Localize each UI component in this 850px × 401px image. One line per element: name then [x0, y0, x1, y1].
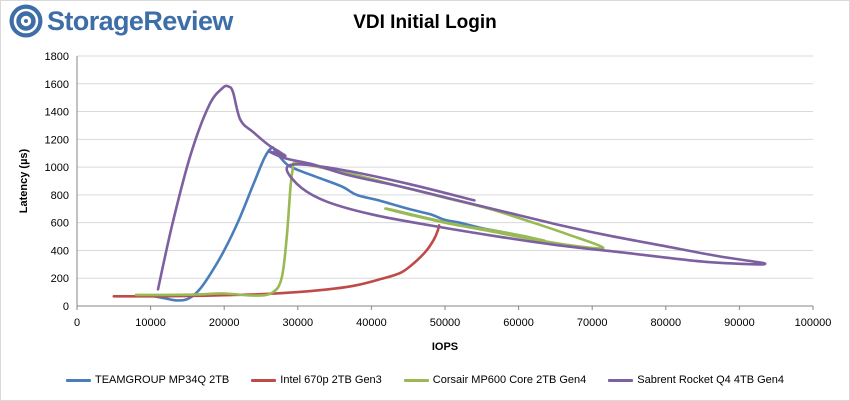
- y-tick-label: 1600: [45, 79, 69, 91]
- legend-swatch: [251, 378, 277, 382]
- y-tick-label: 1800: [45, 51, 69, 63]
- series-line-3: [134, 161, 605, 297]
- x-tick-label: 80000: [651, 317, 682, 329]
- x-tick-label: 90000: [724, 317, 755, 329]
- y-tick-label: 1400: [45, 107, 69, 119]
- legend-label: Sabrent Rocket Q4 4TB Gen4: [637, 374, 784, 386]
- chart-title: VDI Initial Login: [353, 12, 497, 33]
- legend-label: TEAMGROUP MP34Q 2TB: [95, 374, 230, 386]
- brand-name: StorageReview: [47, 5, 233, 36]
- legend-item-3: Corsair MP600 Core 2TB Gen4: [403, 374, 587, 386]
- y-tick-label: 1000: [45, 162, 69, 174]
- y-tick-label: 1200: [45, 134, 69, 146]
- storagereview-logo: StorageReview: [8, 3, 233, 39]
- y-tick-label: 0: [63, 301, 69, 313]
- y-axis-title: Latency (µs): [18, 148, 30, 213]
- x-tick-label: 0: [74, 317, 80, 329]
- y-tick-label: 400: [51, 245, 69, 257]
- legend-item-2: Intel 670p 2TB Gen3: [251, 374, 382, 386]
- x-tick-label: 100000: [795, 317, 832, 329]
- legend-item-1: TEAMGROUP MP34Q 2TB: [66, 374, 229, 386]
- legend-item-4: Sabrent Rocket Q4 4TB Gen4: [608, 374, 784, 386]
- x-tick-label: 60000: [503, 317, 534, 329]
- x-tick-label: 70000: [577, 317, 608, 329]
- legend-swatch: [66, 378, 91, 382]
- y-tick-label: 600: [51, 218, 69, 230]
- x-tick-label: 30000: [283, 317, 314, 329]
- legend-swatch: [403, 378, 429, 382]
- y-tick-label: 800: [51, 190, 69, 202]
- legend-label: Corsair MP600 Core 2TB Gen4: [432, 374, 587, 386]
- storagereview-logo-icon: [9, 4, 43, 38]
- x-tick-label: 50000: [430, 317, 461, 329]
- series-line-4: [156, 84, 767, 291]
- series-line-2: [112, 224, 441, 298]
- x-tick-label: 10000: [135, 317, 166, 329]
- x-axis-title: IOPS: [432, 341, 458, 353]
- x-tick-label: 40000: [356, 317, 387, 329]
- legend-swatch: [608, 378, 634, 382]
- x-tick-label: 20000: [209, 317, 240, 329]
- chart-legend: TEAMGROUP MP34Q 2TB Intel 670p 2TB Gen3 Co…: [0, 371, 850, 389]
- legend-label: Intel 670p 2TB Gen3: [280, 374, 382, 386]
- y-tick-label: 200: [51, 273, 69, 285]
